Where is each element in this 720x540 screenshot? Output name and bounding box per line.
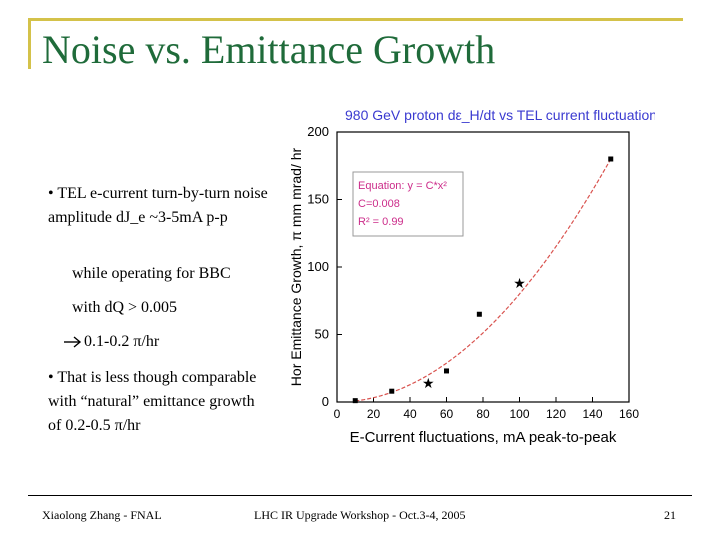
data-point-star: ★ [422,376,435,392]
bullet-dq: with dQ > 0.005 [72,296,177,320]
slide-title: Noise vs. Emittance Growth [42,26,495,73]
data-point-square [389,389,394,394]
y-tick-label: 150 [307,192,329,207]
y-tick-label: 100 [307,259,329,274]
y-tick-label: 50 [315,327,329,342]
x-tick-label: 40 [403,407,417,421]
data-point-star: ★ [513,276,526,292]
y-tick-label: 0 [322,394,329,409]
x-tick-label: 100 [509,407,529,421]
data-point-square [353,398,358,403]
footer-event: LHC IR Upgrade Workshop - Oct.3-4, 2005 [254,508,465,523]
x-tick-label: 0 [334,407,341,421]
legend-line-2: C=0.008 [358,198,400,210]
data-point-square [608,157,613,162]
y-tick-label: 200 [307,124,329,139]
data-point-square [444,368,449,373]
bullet-bbc: while operating for BBC [72,262,231,286]
chart-title: 980 GeV proton dε_H/dt vs TEL current fl… [345,107,655,123]
legend-line-3: R² = 0.99 [358,216,404,228]
x-tick-label: 140 [582,407,602,421]
bullet-tel-noise: • TEL e-current turn-by-turn noise ampli… [48,182,273,230]
footer-divider [28,495,692,496]
right-arrow-icon [62,335,84,349]
data-point-square [477,312,482,317]
footer-page-number: 21 [664,508,676,523]
bullet-natural-growth: • That is less though comparable with “n… [48,366,263,438]
footer-author: Xiaolong Zhang - FNAL [42,508,162,523]
x-tick-label: 120 [546,407,566,421]
bullet-result: 0.1-0.2 π/hr [84,330,159,354]
x-tick-label: 20 [367,407,381,421]
x-tick-label: 160 [619,407,639,421]
x-axis-label: E-Current fluctuations, mA peak-to-peak [350,429,617,446]
x-tick-label: 60 [440,407,454,421]
legend-line-1: Equation: y = C*x² [358,180,447,192]
x-tick-label: 80 [476,407,490,421]
bullet-result-row: 0.1-0.2 π/hr [62,330,159,354]
y-axis-label: Hor Emittance Growth, π mm mrad/ hr [288,147,304,386]
emittance-growth-chart: 980 GeV proton dε_H/dt vs TEL current fl… [285,100,655,450]
